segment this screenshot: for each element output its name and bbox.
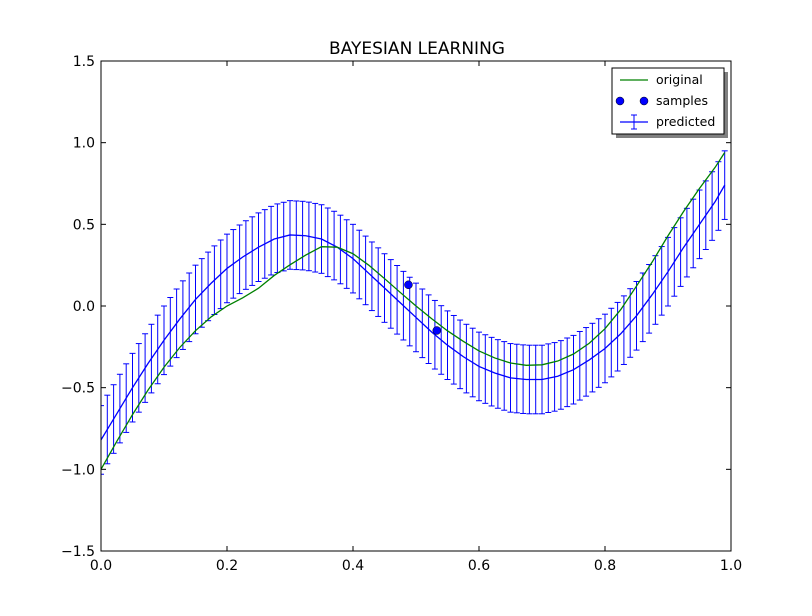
legend: original samples predicted [611, 67, 728, 138]
plot-content [101, 150, 728, 475]
y-tick-label: 1.5 [73, 54, 95, 70]
sample-point [432, 326, 442, 335]
series-original-line [101, 152, 726, 470]
legend-box [611, 67, 725, 135]
legend-swatch-samples [639, 96, 649, 106]
plot-area: 0.0 0.2 0.4 0.6 0.8 1.0 −1.5 −1.0 −0.5 0.0 0.5 1.0 1… [61, 54, 742, 574]
sample-point [404, 280, 413, 290]
y-tick-label: −0.5 [61, 381, 95, 397]
chart-title: BAYESIAN LEARNING [329, 39, 505, 59]
y-tick-label: 0.0 [73, 299, 95, 315]
legend-label-predicted: predicted [656, 114, 715, 129]
x-tick-label: 0.4 [342, 558, 364, 574]
x-tick-label: 0.2 [216, 558, 238, 574]
legend-swatch-samples [615, 96, 625, 106]
y-tick-label: 0.5 [73, 217, 95, 233]
legend-label-samples: samples [656, 93, 708, 108]
legend-label-original: original [656, 72, 703, 87]
x-tick-label: 0.6 [468, 558, 490, 574]
y-tick-label: −1.0 [61, 462, 95, 478]
series-predicted-line [101, 184, 726, 441]
x-tick-label: 0.8 [594, 558, 616, 574]
y-tick-label: 1.0 [73, 136, 95, 152]
x-tick-label: 1.0 [720, 558, 742, 574]
y-tick-label: −1.5 [61, 544, 95, 560]
x-tick-label: 0.0 [90, 558, 112, 574]
